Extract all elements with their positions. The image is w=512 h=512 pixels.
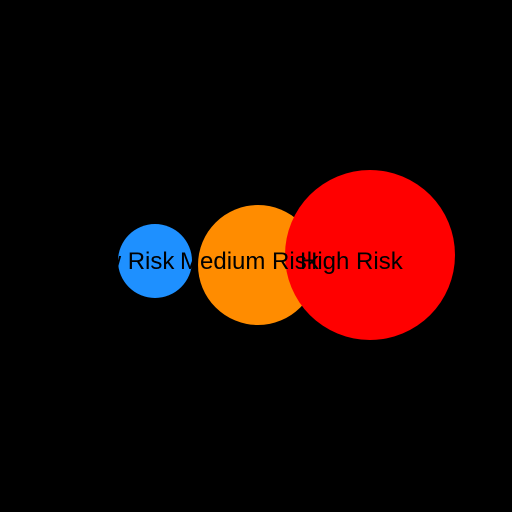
label-low-risk: Low Risk	[77, 248, 174, 276]
label-medium-risk: Medium Risk	[180, 248, 319, 276]
label-high-risk: High Risk	[300, 248, 403, 276]
